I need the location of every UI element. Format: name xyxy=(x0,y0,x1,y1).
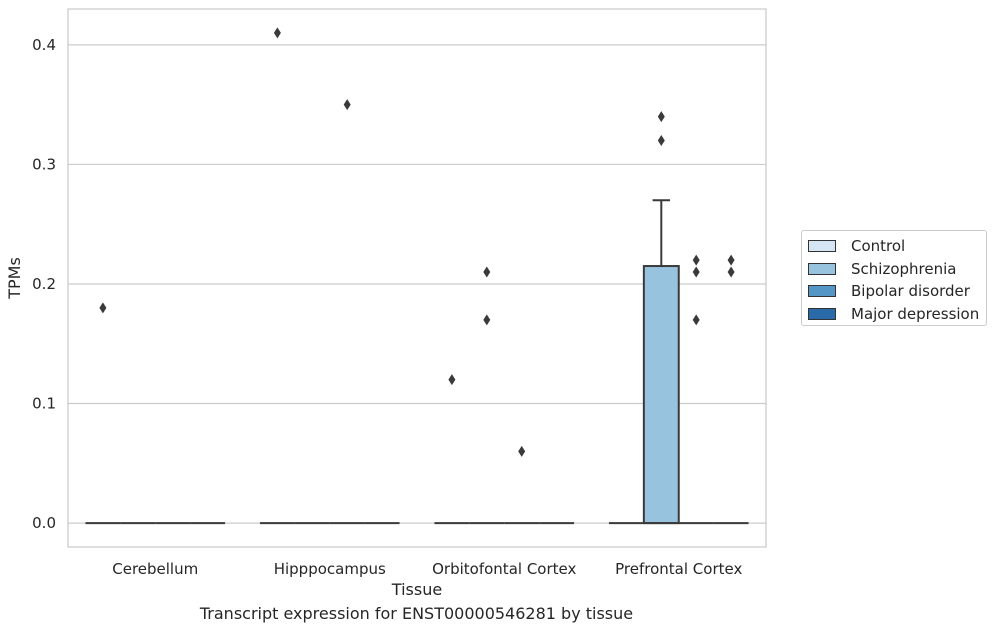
box-schizophrenia xyxy=(642,199,680,525)
x-tick-label: Cerebellum xyxy=(112,560,198,578)
outliers-layer xyxy=(99,27,735,457)
legend-item: Control xyxy=(808,235,986,258)
x-tick-label: Prefrontal Cortex xyxy=(615,560,742,578)
y-axis-label: TPMs xyxy=(5,257,24,300)
outlier-point xyxy=(657,135,665,147)
outlier-point xyxy=(518,445,526,457)
outlier-point xyxy=(448,374,456,386)
legend-swatch xyxy=(808,285,836,298)
legend-swatch xyxy=(808,262,836,275)
legend-swatch xyxy=(808,240,836,253)
legend-label: Control xyxy=(851,237,906,256)
outlier-point xyxy=(692,254,700,266)
y-tick-labels: 0.0 0.1 0.2 0.3 0.4 xyxy=(32,36,56,532)
legend-swatch xyxy=(808,307,836,320)
x-tick-labels: Cerebellum Hipppocampus Orbitofontal Corte… xyxy=(112,560,742,578)
legend-item: Bipolar disorder xyxy=(808,280,986,303)
y-tick-label: 0.1 xyxy=(32,395,56,413)
y-tick-label: 0.4 xyxy=(32,36,56,54)
outlier-point xyxy=(483,314,491,326)
box-body xyxy=(642,265,680,525)
legend-item: Schizophrenia xyxy=(808,258,986,281)
outlier-point xyxy=(99,302,107,314)
y-tick-label: 0.3 xyxy=(32,155,56,173)
plot-frame xyxy=(67,8,767,548)
outlier-point xyxy=(343,99,351,111)
legend-label: Bipolar disorder xyxy=(851,282,970,301)
outlier-point xyxy=(483,266,491,278)
outlier-point xyxy=(727,266,735,278)
outlier-point xyxy=(727,254,735,266)
boxes-layer xyxy=(85,199,749,525)
legend-label: Major depression xyxy=(851,304,980,323)
outlier-point xyxy=(657,111,665,123)
x-tick-label: Orbitofontal Cortex xyxy=(432,560,576,578)
legend-item: Major depression xyxy=(808,303,986,326)
x-tick-label: Hipppocampus xyxy=(274,560,386,578)
y-tick-label: 0.2 xyxy=(32,275,56,293)
outlier-point xyxy=(692,314,700,326)
legend-label: Schizophrenia xyxy=(851,259,957,278)
outlier-point xyxy=(692,266,700,278)
figure-caption: Transcript expression for ENST0000054628… xyxy=(199,604,634,623)
y-tick-label: 0.0 xyxy=(32,514,56,532)
legend: Control Schizophrenia Bipolar disorder Majo… xyxy=(801,230,987,326)
outlier-point xyxy=(273,27,281,39)
x-axis-label: Tissue xyxy=(391,580,442,599)
